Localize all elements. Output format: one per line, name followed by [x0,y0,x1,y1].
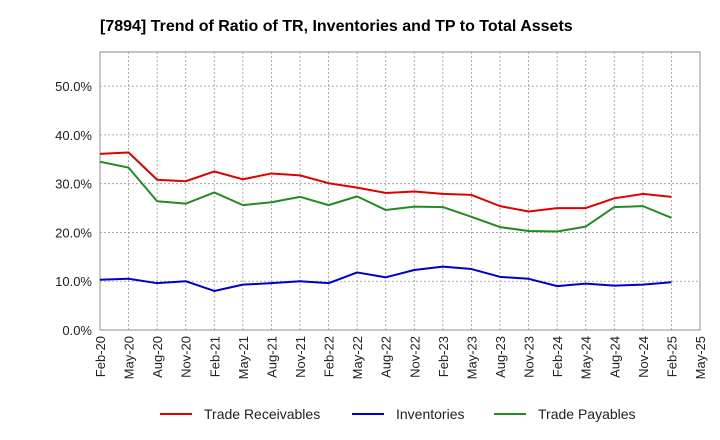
x-tick-label: Feb-22 [322,336,337,377]
x-tick-label: Feb-23 [436,336,451,377]
x-tick-label: Feb-25 [664,336,679,377]
x-tick-label: Aug-22 [379,336,394,378]
x-tick-label: May-25 [693,336,708,379]
x-tick-label: Nov-24 [636,336,651,378]
series-line-trade-receivables [99,151,672,213]
x-tick-label: Aug-20 [150,336,165,378]
x-axis: Feb-20 May-20 Aug-20 Nov-20 Feb-21 May-21 Aug-… [93,336,708,379]
y-tick-label: 50.0% [55,79,92,94]
series-line-trade-payables [99,160,672,233]
y-tick-label: 10.0% [55,274,92,289]
series-lines [99,151,672,292]
x-tick-label: Nov-22 [407,336,422,378]
x-tick-label: Nov-21 [293,336,308,378]
y-tick-label: 40.0% [55,128,92,143]
y-axis: 0.0% 10.0% 20.0% 30.0% 40.0% 50.0% [55,79,92,338]
x-tick-label: May-22 [350,336,365,379]
x-tick-label: May-24 [579,336,594,379]
legend-label: Trade Receivables [204,406,320,422]
x-tick-label: May-23 [464,336,479,379]
chart-title: [7894] Trend of Ratio of TR, Inventories… [100,18,573,35]
plot-frame [99,51,701,331]
legend-label: Trade Payables [538,406,636,422]
plot-area [99,51,701,331]
x-tick-label: Aug-24 [607,336,622,378]
y-tick-label: 30.0% [55,177,92,192]
x-tick-label: Aug-23 [493,336,508,378]
legend-label: Inventories [396,406,464,422]
x-tick-label: Nov-23 [522,336,537,378]
y-tick-label: 20.0% [55,225,92,240]
x-tick-label: Nov-20 [179,336,194,378]
x-tick-label: Feb-20 [93,336,108,377]
x-tick-label: Feb-24 [550,336,565,377]
legend: Trade Receivables Inventories Trade Payabl… [160,406,636,422]
grid [99,52,701,331]
x-tick-label: May-20 [122,336,137,379]
x-tick-label: Feb-21 [207,336,222,377]
x-tick-label: May-21 [236,336,251,379]
x-tick-label: Aug-21 [264,336,279,378]
series-line-inventories [99,265,672,292]
y-tick-label: 0.0% [62,323,92,338]
